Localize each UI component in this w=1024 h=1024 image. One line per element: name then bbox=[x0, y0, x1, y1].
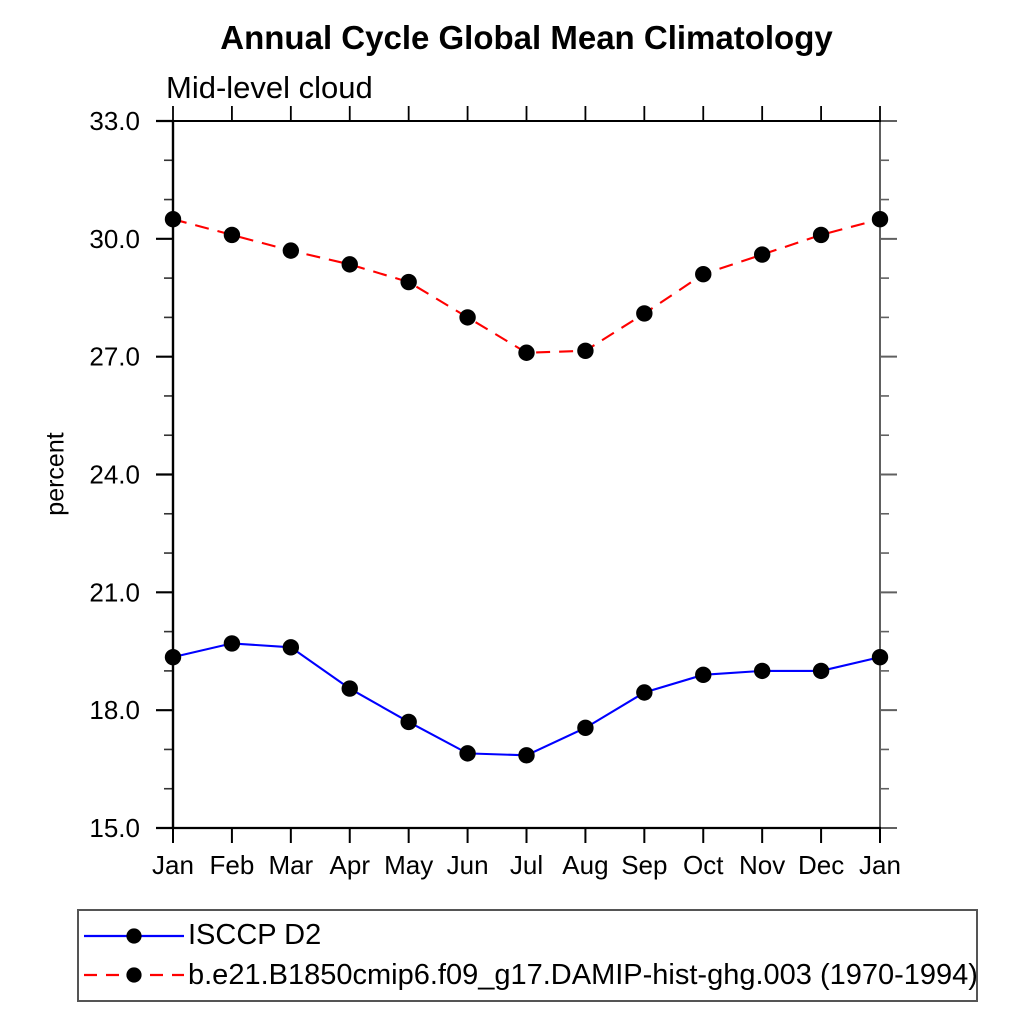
legend-marker-dot-icon bbox=[126, 967, 142, 983]
x-tick-label: Aug bbox=[562, 850, 608, 880]
x-tick-label: Jun bbox=[447, 850, 489, 880]
series-0-marker bbox=[577, 719, 594, 737]
x-tick-label: Jan bbox=[859, 850, 901, 880]
x-tick-label: Mar bbox=[268, 850, 313, 880]
series-0-marker bbox=[223, 635, 241, 652]
x-tick-label: Apr bbox=[330, 850, 371, 880]
series-0-marker bbox=[695, 666, 712, 684]
series-0-marker bbox=[636, 684, 653, 701]
series-1-marker bbox=[518, 344, 535, 361]
legend-row-model: b.e21.B1850cmip6.f09_g17.DAMIP-hist-ghg.… bbox=[82, 958, 978, 991]
chart-subtitle: Mid-level cloud bbox=[166, 70, 373, 105]
series-0-marker bbox=[400, 713, 417, 731]
x-tick-label: Dec bbox=[798, 850, 844, 880]
series-1-marker bbox=[812, 226, 830, 244]
series-1-marker bbox=[164, 210, 182, 228]
series-0-marker bbox=[518, 747, 535, 764]
series-0-marker bbox=[459, 745, 476, 762]
series-0-marker bbox=[341, 680, 358, 697]
x-tick-label: Feb bbox=[210, 850, 255, 880]
y-tick-label: 33.0 bbox=[89, 106, 140, 136]
series-0-marker bbox=[164, 648, 182, 666]
x-tick-label: Nov bbox=[739, 850, 785, 880]
y-tick-label: 18.0 bbox=[89, 695, 140, 725]
legend-line-sample-dashed bbox=[84, 967, 184, 983]
x-tick-label: May bbox=[384, 850, 433, 880]
series-1-marker bbox=[341, 256, 358, 273]
chart-title: Annual Cycle Global Mean Climatology bbox=[220, 19, 833, 56]
series-1-marker bbox=[400, 273, 417, 291]
legend-label-model: b.e21.B1850cmip6.f09_g17.DAMIP-hist-ghg.… bbox=[188, 958, 978, 991]
x-tick-label: Sep bbox=[621, 850, 667, 880]
series-line-0 bbox=[172, 642, 881, 757]
series-1-marker bbox=[753, 246, 771, 263]
legend-row-isccp: ISCCP D2 bbox=[82, 921, 976, 951]
y-tick-label: 27.0 bbox=[89, 342, 140, 372]
y-tick-label: 24.0 bbox=[89, 460, 140, 490]
series-0-marker bbox=[871, 648, 889, 666]
series-0-marker bbox=[753, 662, 771, 680]
legend-line-sample-solid bbox=[84, 928, 184, 944]
series-0-marker bbox=[812, 662, 830, 680]
series-line-1 bbox=[172, 218, 881, 354]
legend-marker-dot-icon bbox=[126, 928, 142, 944]
series-1-marker bbox=[223, 226, 241, 244]
x-tick-label: Oct bbox=[683, 850, 724, 880]
x-tick-label: Jan bbox=[152, 850, 194, 880]
series-1-marker bbox=[636, 305, 653, 322]
series-1-marker bbox=[871, 210, 889, 228]
series-1-marker bbox=[695, 265, 712, 283]
series-1-marker bbox=[282, 242, 300, 259]
y-tick-label: 15.0 bbox=[89, 813, 140, 843]
series-0-marker bbox=[282, 639, 300, 656]
y-tick-label: 30.0 bbox=[89, 224, 140, 254]
y-tick-label: 21.0 bbox=[89, 577, 140, 607]
series-1-marker bbox=[577, 342, 594, 359]
legend-box: ISCCP D2 b.e21.B1850cmip6.f09_g17.DAMIP-… bbox=[77, 909, 978, 1002]
x-tick-label: Jul bbox=[510, 850, 543, 880]
legend-label-isccp: ISCCP D2 bbox=[188, 919, 322, 952]
series-1-marker bbox=[459, 309, 476, 326]
